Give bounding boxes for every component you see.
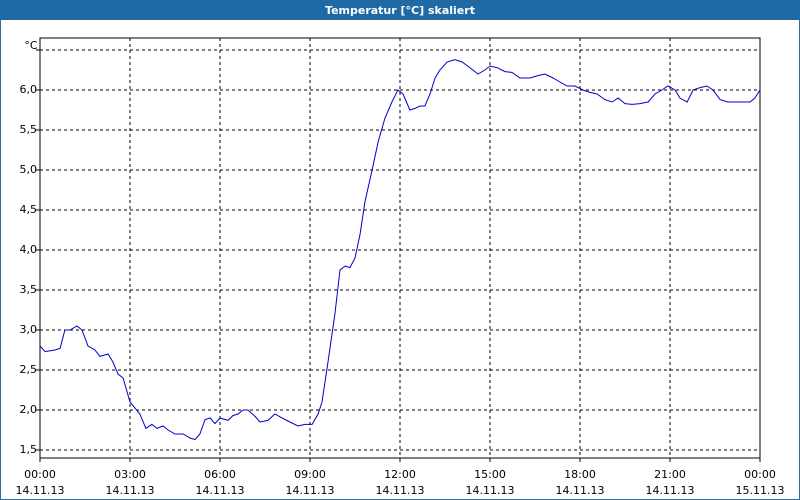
x-tick-label: 15:00 bbox=[474, 468, 506, 481]
x-tick-date: 14.11.13 bbox=[196, 484, 245, 497]
y-tick-label: 4,0 bbox=[20, 243, 38, 256]
x-tick-label: 00:00 bbox=[24, 468, 56, 481]
x-tick-label: 21:00 bbox=[654, 468, 686, 481]
y-tick-label: 2,0 bbox=[20, 403, 38, 416]
x-tick-label: 00:00 bbox=[744, 468, 776, 481]
y-tick-label: 5,5 bbox=[20, 123, 38, 136]
title-bar bbox=[0, 0, 800, 20]
x-tick-label: 18:00 bbox=[564, 468, 596, 481]
chart-title: Temperatur [°C] skaliert bbox=[325, 4, 475, 17]
x-tick-date: 14.11.13 bbox=[16, 484, 65, 497]
x-tick-label: 12:00 bbox=[384, 468, 416, 481]
x-tick-label: 03:00 bbox=[114, 468, 146, 481]
x-tick-date: 14.11.13 bbox=[286, 484, 335, 497]
y-tick-label: 6,0 bbox=[20, 83, 38, 96]
x-tick-date: 15.11.13 bbox=[736, 484, 785, 497]
y-tick-label: 3,0 bbox=[20, 323, 38, 336]
y-tick-label: 5,0 bbox=[20, 163, 38, 176]
y-tick-label: 1,5 bbox=[20, 443, 38, 456]
x-tick-date: 14.11.13 bbox=[376, 484, 425, 497]
x-tick-date: 14.11.13 bbox=[106, 484, 155, 497]
y-tick-label: 2,5 bbox=[20, 363, 38, 376]
y-tick-label: 3,5 bbox=[20, 283, 38, 296]
x-tick-date: 14.11.13 bbox=[646, 484, 695, 497]
x-tick-date: 14.11.13 bbox=[556, 484, 605, 497]
y-unit: °C bbox=[24, 39, 38, 52]
x-tick-label: 06:00 bbox=[204, 468, 236, 481]
y-tick-label: 4,5 bbox=[20, 203, 38, 216]
temperature-line bbox=[39, 59, 761, 441]
x-tick-label: 09:00 bbox=[294, 468, 326, 481]
x-tick-date: 14.11.13 bbox=[466, 484, 515, 497]
